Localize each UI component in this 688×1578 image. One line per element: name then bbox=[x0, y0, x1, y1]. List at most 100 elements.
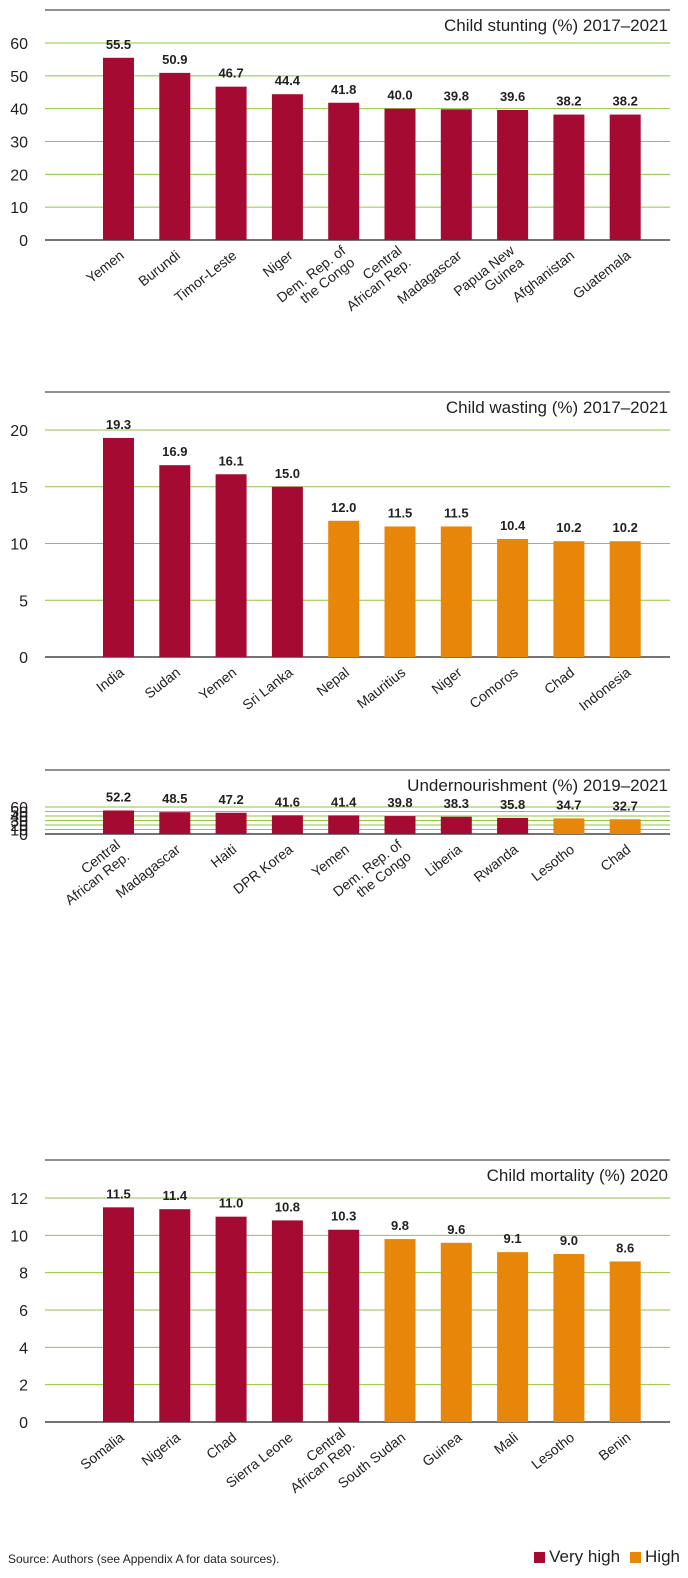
data-label: 41.4 bbox=[331, 794, 357, 809]
y-tick-label: 20 bbox=[10, 818, 28, 835]
bar bbox=[328, 520, 360, 657]
category-label-line: Guatemala bbox=[570, 247, 634, 302]
chart-title: Child stunting (%) 2017–2021 bbox=[444, 16, 668, 35]
y-tick-label: 20 bbox=[10, 167, 28, 184]
y-tick-label: 40 bbox=[10, 102, 28, 119]
data-label: 11.4 bbox=[163, 1188, 188, 1203]
category-label-line: Chad bbox=[597, 841, 633, 874]
y-tick-label: 6 bbox=[19, 1303, 28, 1320]
category-label: Afghanistan bbox=[509, 247, 577, 305]
category-label-line: Chad bbox=[203, 1429, 239, 1462]
bar bbox=[328, 815, 360, 834]
bar bbox=[553, 114, 585, 240]
bar bbox=[103, 57, 134, 241]
category-label-line: Liberia bbox=[422, 841, 465, 880]
data-label: 34.7 bbox=[556, 797, 581, 812]
category-label: Benin bbox=[595, 1429, 633, 1464]
y-tick-label: 50 bbox=[10, 69, 28, 86]
legend: Very high High bbox=[534, 1547, 680, 1567]
category-label: Guatemala bbox=[570, 247, 634, 302]
y-tick-label: 10 bbox=[10, 1228, 28, 1245]
y-tick-label: 12 bbox=[10, 1191, 28, 1208]
bar bbox=[215, 474, 247, 657]
data-label: 9.0 bbox=[560, 1233, 578, 1248]
y-tick-label: 30 bbox=[10, 135, 28, 152]
data-label: 15.0 bbox=[275, 466, 300, 481]
charts-svg: Child stunting (%) 2017–2021010203040506… bbox=[10, 9, 670, 1496]
chart-title: Undernourishment (%) 2019–2021 bbox=[407, 776, 668, 795]
bar bbox=[497, 817, 529, 834]
bar bbox=[440, 816, 472, 834]
category-label-line: Sri Lanka bbox=[239, 664, 296, 713]
y-tick-label: 0 bbox=[19, 650, 28, 667]
bar bbox=[384, 526, 416, 657]
bar bbox=[159, 465, 191, 657]
y-tick-label: 60 bbox=[10, 800, 28, 817]
data-label: 38.2 bbox=[613, 94, 638, 109]
category-label: Niger bbox=[259, 247, 295, 280]
category-label-line: DPR Korea bbox=[230, 841, 296, 897]
bar bbox=[103, 437, 134, 657]
data-label: 12.0 bbox=[331, 500, 356, 515]
data-label: 52.2 bbox=[106, 790, 131, 805]
data-label: 40.0 bbox=[387, 88, 412, 103]
category-label: Nigeria bbox=[138, 1429, 183, 1469]
data-label: 19.3 bbox=[106, 417, 131, 432]
category-label: Haiti bbox=[207, 841, 239, 871]
charts-container: Child stunting (%) 2017–2021 0 10 20 30 40 50 6… bbox=[10, 9, 670, 1496]
category-label: Sri Lanka bbox=[239, 664, 296, 713]
data-label: 55.5 bbox=[106, 37, 131, 52]
category-label-line: Benin bbox=[595, 1429, 633, 1464]
data-label: 9.1 bbox=[504, 1231, 522, 1246]
bar bbox=[440, 526, 472, 657]
data-label: 41.6 bbox=[275, 794, 300, 809]
data-label: 38.2 bbox=[556, 94, 581, 109]
legend-swatch-very-high bbox=[534, 1551, 546, 1563]
bar bbox=[328, 1229, 360, 1422]
chart-1: Child stunting (%) 2017–2021 0 10 20 30 40 50 6… bbox=[10, 9, 670, 314]
category-label: Indonesia bbox=[576, 664, 634, 714]
data-label: 48.5 bbox=[162, 791, 187, 806]
y-tick-label: 2 bbox=[19, 1378, 28, 1395]
category-label: Chad bbox=[541, 664, 577, 697]
bar bbox=[553, 1254, 585, 1422]
legend-label-high: High bbox=[645, 1547, 680, 1566]
category-label-line: Rwanda bbox=[471, 841, 521, 885]
bar bbox=[159, 1209, 191, 1422]
data-label: 41.8 bbox=[331, 82, 356, 97]
category-label: Chad bbox=[597, 841, 633, 874]
bar bbox=[609, 819, 641, 834]
category-label: Nepal bbox=[313, 664, 352, 699]
footer: Source: Authors (see Appendix A for data… bbox=[8, 1546, 680, 1574]
data-label: 11.5 bbox=[388, 505, 413, 520]
category-label-line: Mali bbox=[491, 1429, 521, 1457]
category-label-line: Niger bbox=[428, 664, 464, 697]
data-label: 50.9 bbox=[162, 52, 187, 67]
data-label: 47.2 bbox=[218, 792, 243, 807]
category-label-line: Niger bbox=[259, 247, 295, 280]
category-label-line: Somalia bbox=[77, 1429, 127, 1473]
chart-title: Child mortality (%) 2020 bbox=[487, 1166, 668, 1185]
y-tick-label: 10 bbox=[10, 537, 28, 554]
category-label: India bbox=[93, 664, 127, 695]
bar bbox=[497, 538, 529, 657]
category-label: Yemen bbox=[196, 664, 240, 703]
category-label-line: Mauritius bbox=[354, 664, 409, 712]
y-tick-label: 30 bbox=[10, 814, 28, 831]
category-label-line: Afghanistan bbox=[509, 247, 577, 305]
y-tick-label: 8 bbox=[19, 1266, 28, 1283]
data-label: 10.2 bbox=[556, 520, 581, 535]
bar bbox=[103, 1207, 134, 1422]
data-label: 35.8 bbox=[500, 797, 525, 812]
y-tick-label: 50 bbox=[10, 805, 28, 822]
bar bbox=[159, 812, 191, 834]
legend-item-high: High bbox=[630, 1547, 680, 1567]
bar bbox=[215, 812, 247, 834]
data-label: 16.1 bbox=[218, 453, 243, 468]
data-label: 39.6 bbox=[500, 89, 525, 104]
category-label-line: Nepal bbox=[313, 664, 352, 699]
category-label: Mali bbox=[491, 1429, 521, 1457]
chart-title: Child wasting (%) 2017–2021 bbox=[446, 398, 668, 417]
data-label: 32.7 bbox=[613, 798, 638, 813]
data-label: 9.6 bbox=[447, 1222, 465, 1237]
